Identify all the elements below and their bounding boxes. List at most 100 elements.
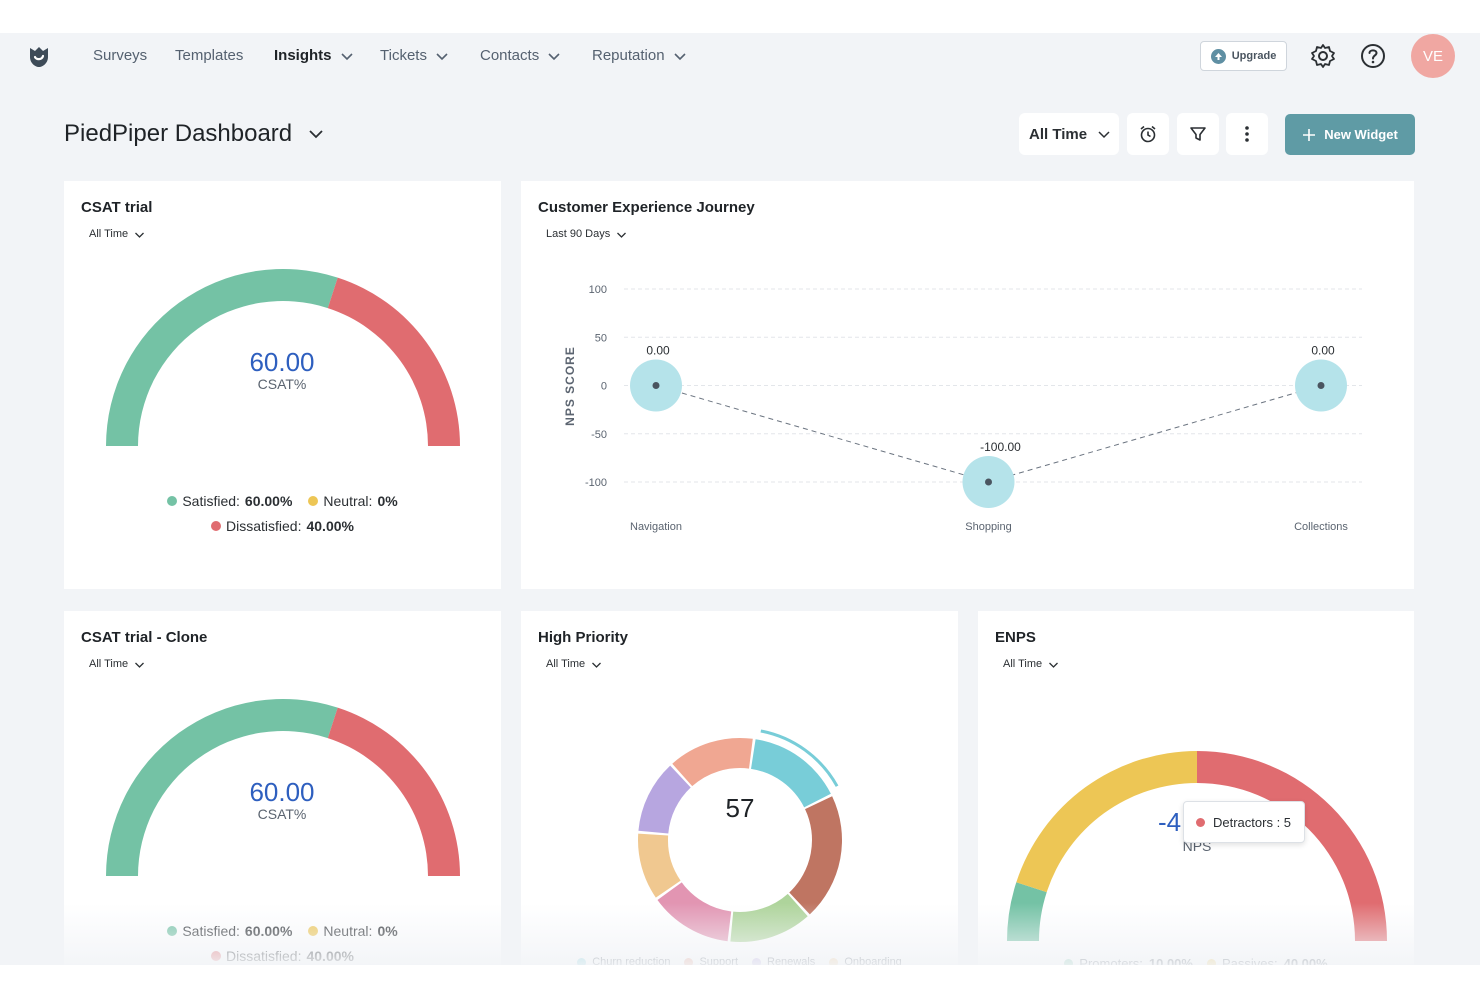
card-time-filter[interactable]: All Time (89, 658, 145, 670)
data-point[interactable] (985, 478, 992, 486)
donut-segment[interactable] (751, 739, 831, 808)
legend-item[interactable]: Churn reduction (577, 956, 670, 965)
y-tick-label: 50 (595, 332, 607, 344)
chevron-down-icon (340, 52, 353, 60)
journey-chart: NPS SCORE 100 50 0 -50 -100 0.00 Navigation -10… (563, 284, 1362, 533)
csat-legend-row-2: Dissatisfied: 40.00% (64, 518, 501, 534)
legend-dissatisfied[interactable]: Dissatisfied: 40.00% (211, 948, 354, 964)
chevron-down-icon (617, 232, 627, 238)
nav-tickets[interactable]: Tickets (380, 47, 449, 64)
card-title: ENPS (995, 629, 1036, 646)
legend-neutral-value: 0% (377, 493, 398, 509)
csat-legend-row-1: Satisfied: 60.00% Neutral: 0% (64, 493, 501, 509)
avatar-initials: VE (1422, 47, 1443, 65)
donut-legend: Churn reduction Support Renewals Onboard… (521, 956, 958, 965)
legend-dissatisfied[interactable]: Dissatisfied: 40.00% (211, 518, 354, 534)
y-tick-label: 0 (601, 381, 607, 393)
nav-contacts[interactable]: Contacts (480, 47, 561, 64)
donut-hover-highlight (760, 729, 839, 787)
legend-item[interactable]: Renewals (752, 956, 815, 965)
data-label: -100.00 (980, 440, 1021, 454)
donut-segment[interactable] (657, 882, 732, 942)
enps-value: -4 (1158, 807, 1182, 837)
nav-surveys[interactable]: Surveys (93, 47, 147, 64)
csat-unit-label: CSAT% (257, 376, 307, 392)
card-time-filter[interactable]: Last 90 Days (546, 228, 627, 240)
gauge-dissatisfied-arc (327, 707, 460, 876)
plus-icon (1303, 128, 1316, 141)
gauge-detractors-highlight (1196, 754, 1384, 942)
data-point[interactable] (1317, 382, 1325, 389)
gauge-satisfied-arc (106, 699, 338, 876)
donut-segment[interactable] (638, 833, 681, 898)
tooltip-dot (1196, 817, 1205, 827)
legend-item[interactable]: Support (684, 956, 738, 965)
chevron-down-icon (436, 52, 448, 60)
donut-segment[interactable] (789, 796, 842, 915)
gear-icon[interactable] (1310, 43, 1336, 69)
dashboard-selector[interactable]: PiedPiper Dashboard (64, 120, 324, 148)
legend-promoters-value: 10.00% (1148, 956, 1193, 965)
donut-segment[interactable] (672, 738, 753, 787)
upgrade-button[interactable]: Upgrade (1200, 41, 1287, 71)
enps-gauge (1007, 751, 1387, 942)
card-title: High Priority (538, 629, 629, 646)
card-time-filter[interactable]: All Time (1003, 658, 1059, 670)
donut-center-value: 57 (726, 793, 755, 823)
nav-templates-label: Templates (175, 47, 244, 64)
gauge-dissatisfied-arc (327, 277, 460, 446)
legend-neutral[interactable]: Neutral: 0% (308, 493, 398, 509)
legend-passives[interactable]: Passives: 40.00% (1206, 956, 1328, 965)
csat-trial-card: CSAT trial All Time 60.00 CSAT% Satisfie… (64, 181, 501, 589)
card-time-filter[interactable]: All Time (546, 658, 602, 670)
legend-dot (1206, 959, 1216, 965)
csat-clone-gauge (106, 699, 460, 876)
new-widget-button[interactable]: New Widget (1285, 114, 1415, 155)
nav-insights-label: Insights (274, 47, 332, 64)
legend-neutral-label: Neutral: (323, 493, 373, 509)
csat-clone-card: CSAT trial - Clone All Time 60.00 CSAT% … (64, 611, 501, 965)
schedule-button[interactable] (1127, 113, 1169, 155)
legend-promoters-label: Promoters: (1079, 956, 1143, 965)
enps-card: ENPS All Time -4 NPS Detractors : 5 Prom… (978, 611, 1414, 965)
legend-dissatisfied-value: 40.00% (306, 948, 354, 964)
legend-satisfied[interactable]: Satisfied: 60.00% (167, 493, 292, 509)
time-range-select[interactable]: All Time (1019, 113, 1119, 155)
more-options-button[interactable] (1226, 113, 1268, 155)
card-time-filter[interactable]: All Time (89, 228, 145, 240)
legend-neutral[interactable]: Neutral: 0% (308, 923, 398, 939)
alarm-clock-icon (1140, 125, 1156, 143)
donut-segment[interactable] (638, 765, 691, 834)
y-tick-label: -100 (585, 477, 607, 489)
legend-item[interactable]: Onboarding (829, 956, 902, 965)
legend-dot (211, 521, 222, 531)
legend-dot (167, 496, 178, 506)
new-widget-label: New Widget (1324, 127, 1398, 142)
nav-insights[interactable]: Insights (274, 47, 354, 64)
csat-legend-row-1: Satisfied: 60.00% Neutral: 0% (64, 923, 501, 939)
x-tick-label: Navigation (630, 521, 682, 533)
filter-icon (1190, 127, 1206, 141)
csat-unit-label: CSAT% (257, 806, 307, 822)
nav-contacts-label: Contacts (480, 47, 540, 64)
legend-dot (211, 951, 222, 961)
legend-dot (308, 496, 319, 506)
time-range-value: All Time (1029, 125, 1088, 143)
filter-button[interactable] (1177, 113, 1219, 155)
legend-satisfied[interactable]: Satisfied: 60.00% (167, 923, 292, 939)
y-tick-label: -50 (591, 429, 607, 441)
card-time-filter-value: All Time (89, 658, 129, 670)
data-label: 0.00 (1311, 344, 1335, 358)
nav-surveys-label: Surveys (93, 47, 148, 64)
legend-promoters[interactable]: Promoters: 10.00% (1064, 956, 1193, 965)
avatar[interactable]: VE (1411, 34, 1455, 78)
nav-templates[interactable]: Templates (175, 47, 243, 64)
card-title: CSAT trial - Clone (81, 629, 208, 646)
help-icon[interactable] (1360, 43, 1386, 69)
nav-reputation[interactable]: Reputation (592, 47, 687, 64)
app-logo-icon[interactable] (26, 43, 52, 69)
chevron-down-icon (1098, 131, 1110, 139)
donut-segment[interactable] (730, 893, 808, 942)
high-priority-donut: 57 (638, 729, 842, 942)
data-point[interactable] (652, 382, 660, 389)
